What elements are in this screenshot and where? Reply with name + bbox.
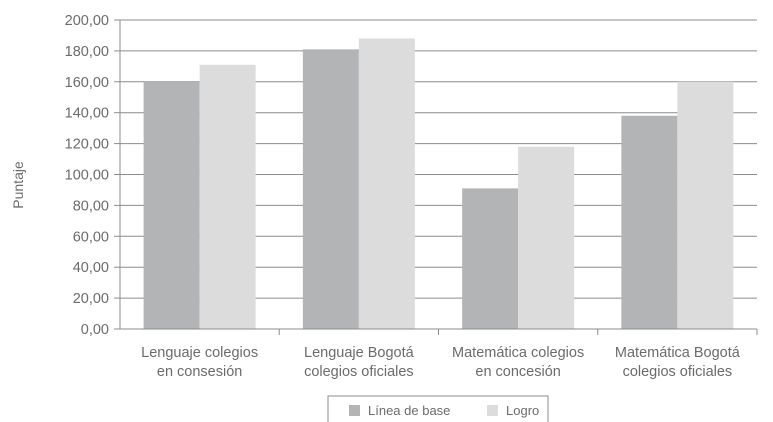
bar xyxy=(462,188,519,329)
legend-swatch xyxy=(349,405,360,416)
bar xyxy=(302,49,359,329)
legend-box xyxy=(327,395,549,422)
y-tick-label: 20,00 xyxy=(73,291,109,307)
bar xyxy=(358,38,415,329)
y-tick-label: 80,00 xyxy=(73,198,109,214)
legend-label: Línea de base xyxy=(368,403,450,418)
legend: Línea de base Logro xyxy=(327,395,549,422)
y-tick-label: 140,00 xyxy=(65,106,109,122)
bar xyxy=(518,146,575,329)
x-tick-label: Matemática colegios en concesión xyxy=(452,345,584,380)
axes: 0,00 20,00 40,00 60,00 80,00 100,00 120,00 140,… xyxy=(65,13,758,380)
x-tick-label: Lenguaje Bogotá colegios oficiales xyxy=(304,345,415,380)
bars xyxy=(143,38,734,330)
y-tick-label: 40,00 xyxy=(73,260,109,276)
bar xyxy=(621,115,678,329)
y-tick-label: 0,00 xyxy=(81,322,109,338)
y-tick-label: 200,00 xyxy=(65,13,109,29)
legend-swatch xyxy=(487,405,498,416)
y-tick-label: 180,00 xyxy=(65,44,109,60)
x-tick-label: Lenguaje colegios en consesión xyxy=(141,345,258,380)
legend-label: Logro xyxy=(506,403,539,418)
y-tick-label: 60,00 xyxy=(73,229,109,245)
y-axis-title: Puntaje xyxy=(10,161,26,209)
y-tick-label: 100,00 xyxy=(65,168,109,184)
x-tick-label: Matemática Bogotá colegios oficiales xyxy=(615,345,741,380)
bar xyxy=(143,81,200,329)
bar xyxy=(199,64,256,330)
y-tick-label: 120,00 xyxy=(65,137,109,153)
y-tick-label: 160,00 xyxy=(65,75,109,91)
bar xyxy=(677,81,734,329)
